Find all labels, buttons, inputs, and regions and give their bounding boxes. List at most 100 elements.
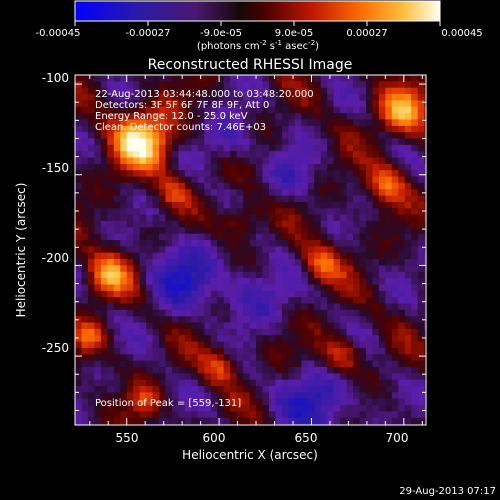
heatmap-cell: [120, 125, 128, 133]
heatmap-cell: [230, 335, 238, 343]
heatmap-cell: [107, 221, 115, 228]
heatmap-cell: [288, 144, 296, 152]
heatmap-cell: [314, 284, 322, 292]
heatmap-cell: [262, 119, 270, 127]
heatmap-cell: [204, 208, 212, 216]
heatmap-cell: [94, 208, 102, 216]
heatmap-cell: [269, 328, 277, 336]
heatmap-cell: [301, 132, 309, 140]
heatmap-cell: [353, 163, 361, 171]
heatmap-cell: [417, 81, 425, 89]
heatmap-cell: [197, 176, 205, 184]
heatmap-cell: [184, 157, 192, 165]
heatmap-cell: [152, 392, 160, 400]
heatmap-cell: [256, 151, 264, 159]
heatmap-cell: [243, 316, 251, 324]
heatmap-cell: [307, 259, 315, 267]
heatmap-cell: [249, 405, 257, 413]
heatmap-cell: [139, 322, 147, 330]
heatmap-cell: [139, 189, 147, 197]
heatmap-cell: [424, 328, 426, 336]
heatmap-cell: [75, 373, 83, 381]
heatmap-cell: [359, 125, 367, 133]
heatmap-cell: [288, 87, 296, 95]
heatmap-cell: [346, 81, 354, 89]
heatmap-cell: [197, 163, 205, 171]
heatmap-cell: [197, 278, 205, 286]
heatmap-cell: [100, 303, 108, 311]
heatmap-cell: [320, 284, 328, 292]
heatmap-cell: [126, 176, 134, 184]
heatmap-cell: [243, 417, 251, 425]
heatmap-cell: [236, 106, 244, 114]
heatmap-cell: [113, 157, 121, 165]
heatmap-cell: [301, 189, 309, 197]
heatmap-cell: [178, 252, 186, 260]
heatmap-cell: [398, 411, 406, 419]
heatmap-cell: [107, 214, 115, 222]
heatmap-cell: [378, 265, 386, 273]
heatmap-cell: [346, 240, 354, 247]
heatmap-cell: [346, 75, 354, 82]
heatmap-cell: [243, 227, 251, 235]
heatmap-cell: [404, 119, 412, 127]
heatmap-cell: [372, 106, 380, 114]
heatmap-cell: [94, 214, 102, 222]
heatmap-cell: [210, 87, 218, 95]
heatmap-cell: [146, 411, 154, 419]
heatmap-cell: [87, 100, 95, 108]
heatmap-cell: [178, 214, 186, 222]
heatmap-cell: [262, 201, 270, 209]
heatmap-cell: [107, 81, 115, 89]
heatmap-cell: [366, 373, 374, 381]
heatmap-cell: [346, 322, 354, 330]
heatmap-cell: [165, 94, 173, 101]
heatmap-cell: [411, 392, 419, 400]
heatmap-cell: [178, 335, 186, 343]
heatmap-cell: [210, 75, 218, 82]
heatmap-cell: [165, 347, 173, 355]
heatmap-cell: [120, 278, 128, 286]
heatmap-cell: [107, 379, 115, 387]
heatmap-cell: [333, 386, 341, 393]
heatmap-cell: [230, 189, 238, 197]
heatmap-cell: [100, 176, 108, 184]
heatmap-cell: [159, 259, 167, 267]
heatmap-cell: [133, 271, 141, 279]
heatmap-cell: [230, 405, 238, 413]
heatmap-cell: [139, 221, 147, 228]
heatmap-cell: [139, 252, 147, 260]
heatmap-cell: [294, 335, 302, 343]
heatmap-cell: [152, 113, 160, 121]
heatmap-cell: [385, 87, 393, 95]
heatmap-cell: [126, 195, 134, 203]
heatmap-cell: [294, 278, 302, 286]
heatmap-cell: [288, 284, 296, 292]
heatmap-cell: [243, 94, 251, 101]
heatmap-cell: [120, 265, 128, 273]
heatmap-cell: [139, 201, 147, 209]
heatmap-cell: [107, 322, 115, 330]
heatmap-cell: [230, 113, 238, 121]
heatmap-cell: [307, 233, 315, 241]
heatmap-cell: [249, 367, 257, 374]
heatmap-cell: [126, 271, 134, 279]
heatmap-cell: [320, 335, 328, 343]
heatmap-cell: [281, 221, 289, 228]
heatmap-cell: [178, 113, 186, 121]
heatmap-cell: [333, 347, 341, 355]
heatmap-cell: [126, 81, 134, 89]
heatmap-cell: [256, 347, 264, 355]
heatmap-cell: [424, 354, 426, 362]
heatmap-cell: [417, 417, 425, 425]
heatmap-cell: [178, 100, 186, 108]
heatmap-cell: [178, 221, 186, 228]
heatmap-cell: [307, 151, 315, 159]
heatmap-cell: [139, 106, 147, 114]
heatmap-cell: [159, 303, 167, 311]
heatmap-cell: [411, 246, 419, 254]
heatmap-cell: [372, 208, 380, 216]
heatmap-cell: [100, 398, 108, 406]
heatmap-cell: [204, 189, 212, 197]
heatmap-cell: [107, 201, 115, 209]
